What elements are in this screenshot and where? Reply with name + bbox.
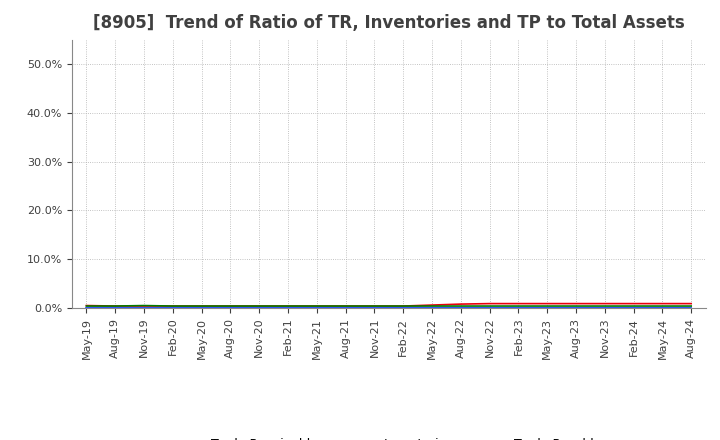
Trade Receivables xyxy=(370,304,379,309)
Trade Payables xyxy=(485,304,494,309)
Trade Receivables xyxy=(572,301,580,306)
Inventories xyxy=(543,305,552,310)
Inventories xyxy=(456,305,465,310)
Trade Payables xyxy=(543,304,552,309)
Trade Receivables xyxy=(428,302,436,308)
Trade Receivables xyxy=(341,304,350,309)
Trade Payables xyxy=(428,304,436,309)
Trade Payables xyxy=(312,304,321,309)
Trade Receivables xyxy=(255,304,264,309)
Trade Receivables xyxy=(600,301,609,306)
Inventories xyxy=(140,305,148,310)
Trade Payables xyxy=(82,304,91,309)
Trade Payables xyxy=(197,304,206,309)
Trade Receivables xyxy=(543,301,552,306)
Inventories xyxy=(197,305,206,310)
Trade Receivables xyxy=(140,304,148,309)
Trade Payables xyxy=(284,304,292,309)
Inventories xyxy=(428,305,436,310)
Trade Payables xyxy=(226,304,235,309)
Trade Payables xyxy=(514,304,523,309)
Line: Trade Receivables: Trade Receivables xyxy=(86,304,691,306)
Inventories xyxy=(341,305,350,310)
Trade Receivables xyxy=(456,301,465,307)
Trade Payables xyxy=(687,304,696,309)
Trade Payables xyxy=(140,303,148,308)
Line: Trade Payables: Trade Payables xyxy=(86,305,691,306)
Inventories xyxy=(255,305,264,310)
Trade Payables xyxy=(399,304,408,309)
Trade Receivables xyxy=(284,304,292,309)
Inventories xyxy=(514,305,523,310)
Inventories xyxy=(600,305,609,310)
Trade Receivables xyxy=(485,301,494,306)
Trade Payables xyxy=(629,304,638,309)
Inventories xyxy=(687,305,696,310)
Trade Payables xyxy=(341,304,350,309)
Legend: Trade Receivables, Inventories, Trade Payables: Trade Receivables, Inventories, Trade Pa… xyxy=(163,432,614,440)
Inventories xyxy=(370,305,379,310)
Inventories xyxy=(485,305,494,310)
Inventories xyxy=(82,305,91,310)
Trade Payables xyxy=(255,304,264,309)
Trade Payables xyxy=(370,304,379,309)
Trade Payables xyxy=(572,304,580,309)
Inventories xyxy=(111,305,120,310)
Trade Receivables xyxy=(226,304,235,309)
Inventories xyxy=(312,305,321,310)
Trade Receivables xyxy=(111,304,120,309)
Inventories xyxy=(284,305,292,310)
Trade Receivables xyxy=(514,301,523,306)
Inventories xyxy=(572,305,580,310)
Trade Receivables xyxy=(687,301,696,306)
Trade Receivables xyxy=(168,304,177,309)
Trade Payables xyxy=(168,304,177,309)
Title: [8905]  Trend of Ratio of TR, Inventories and TP to Total Assets: [8905] Trend of Ratio of TR, Inventories… xyxy=(93,15,685,33)
Trade Receivables xyxy=(312,304,321,309)
Trade Payables xyxy=(658,304,667,309)
Trade Receivables xyxy=(82,303,91,308)
Trade Payables xyxy=(111,304,120,309)
Trade Receivables xyxy=(197,304,206,309)
Inventories xyxy=(629,305,638,310)
Trade Receivables xyxy=(658,301,667,306)
Inventories xyxy=(226,305,235,310)
Trade Receivables xyxy=(629,301,638,306)
Inventories xyxy=(399,305,408,310)
Trade Receivables xyxy=(399,304,408,309)
Inventories xyxy=(168,305,177,310)
Inventories xyxy=(658,305,667,310)
Trade Payables xyxy=(600,304,609,309)
Trade Payables xyxy=(456,304,465,309)
